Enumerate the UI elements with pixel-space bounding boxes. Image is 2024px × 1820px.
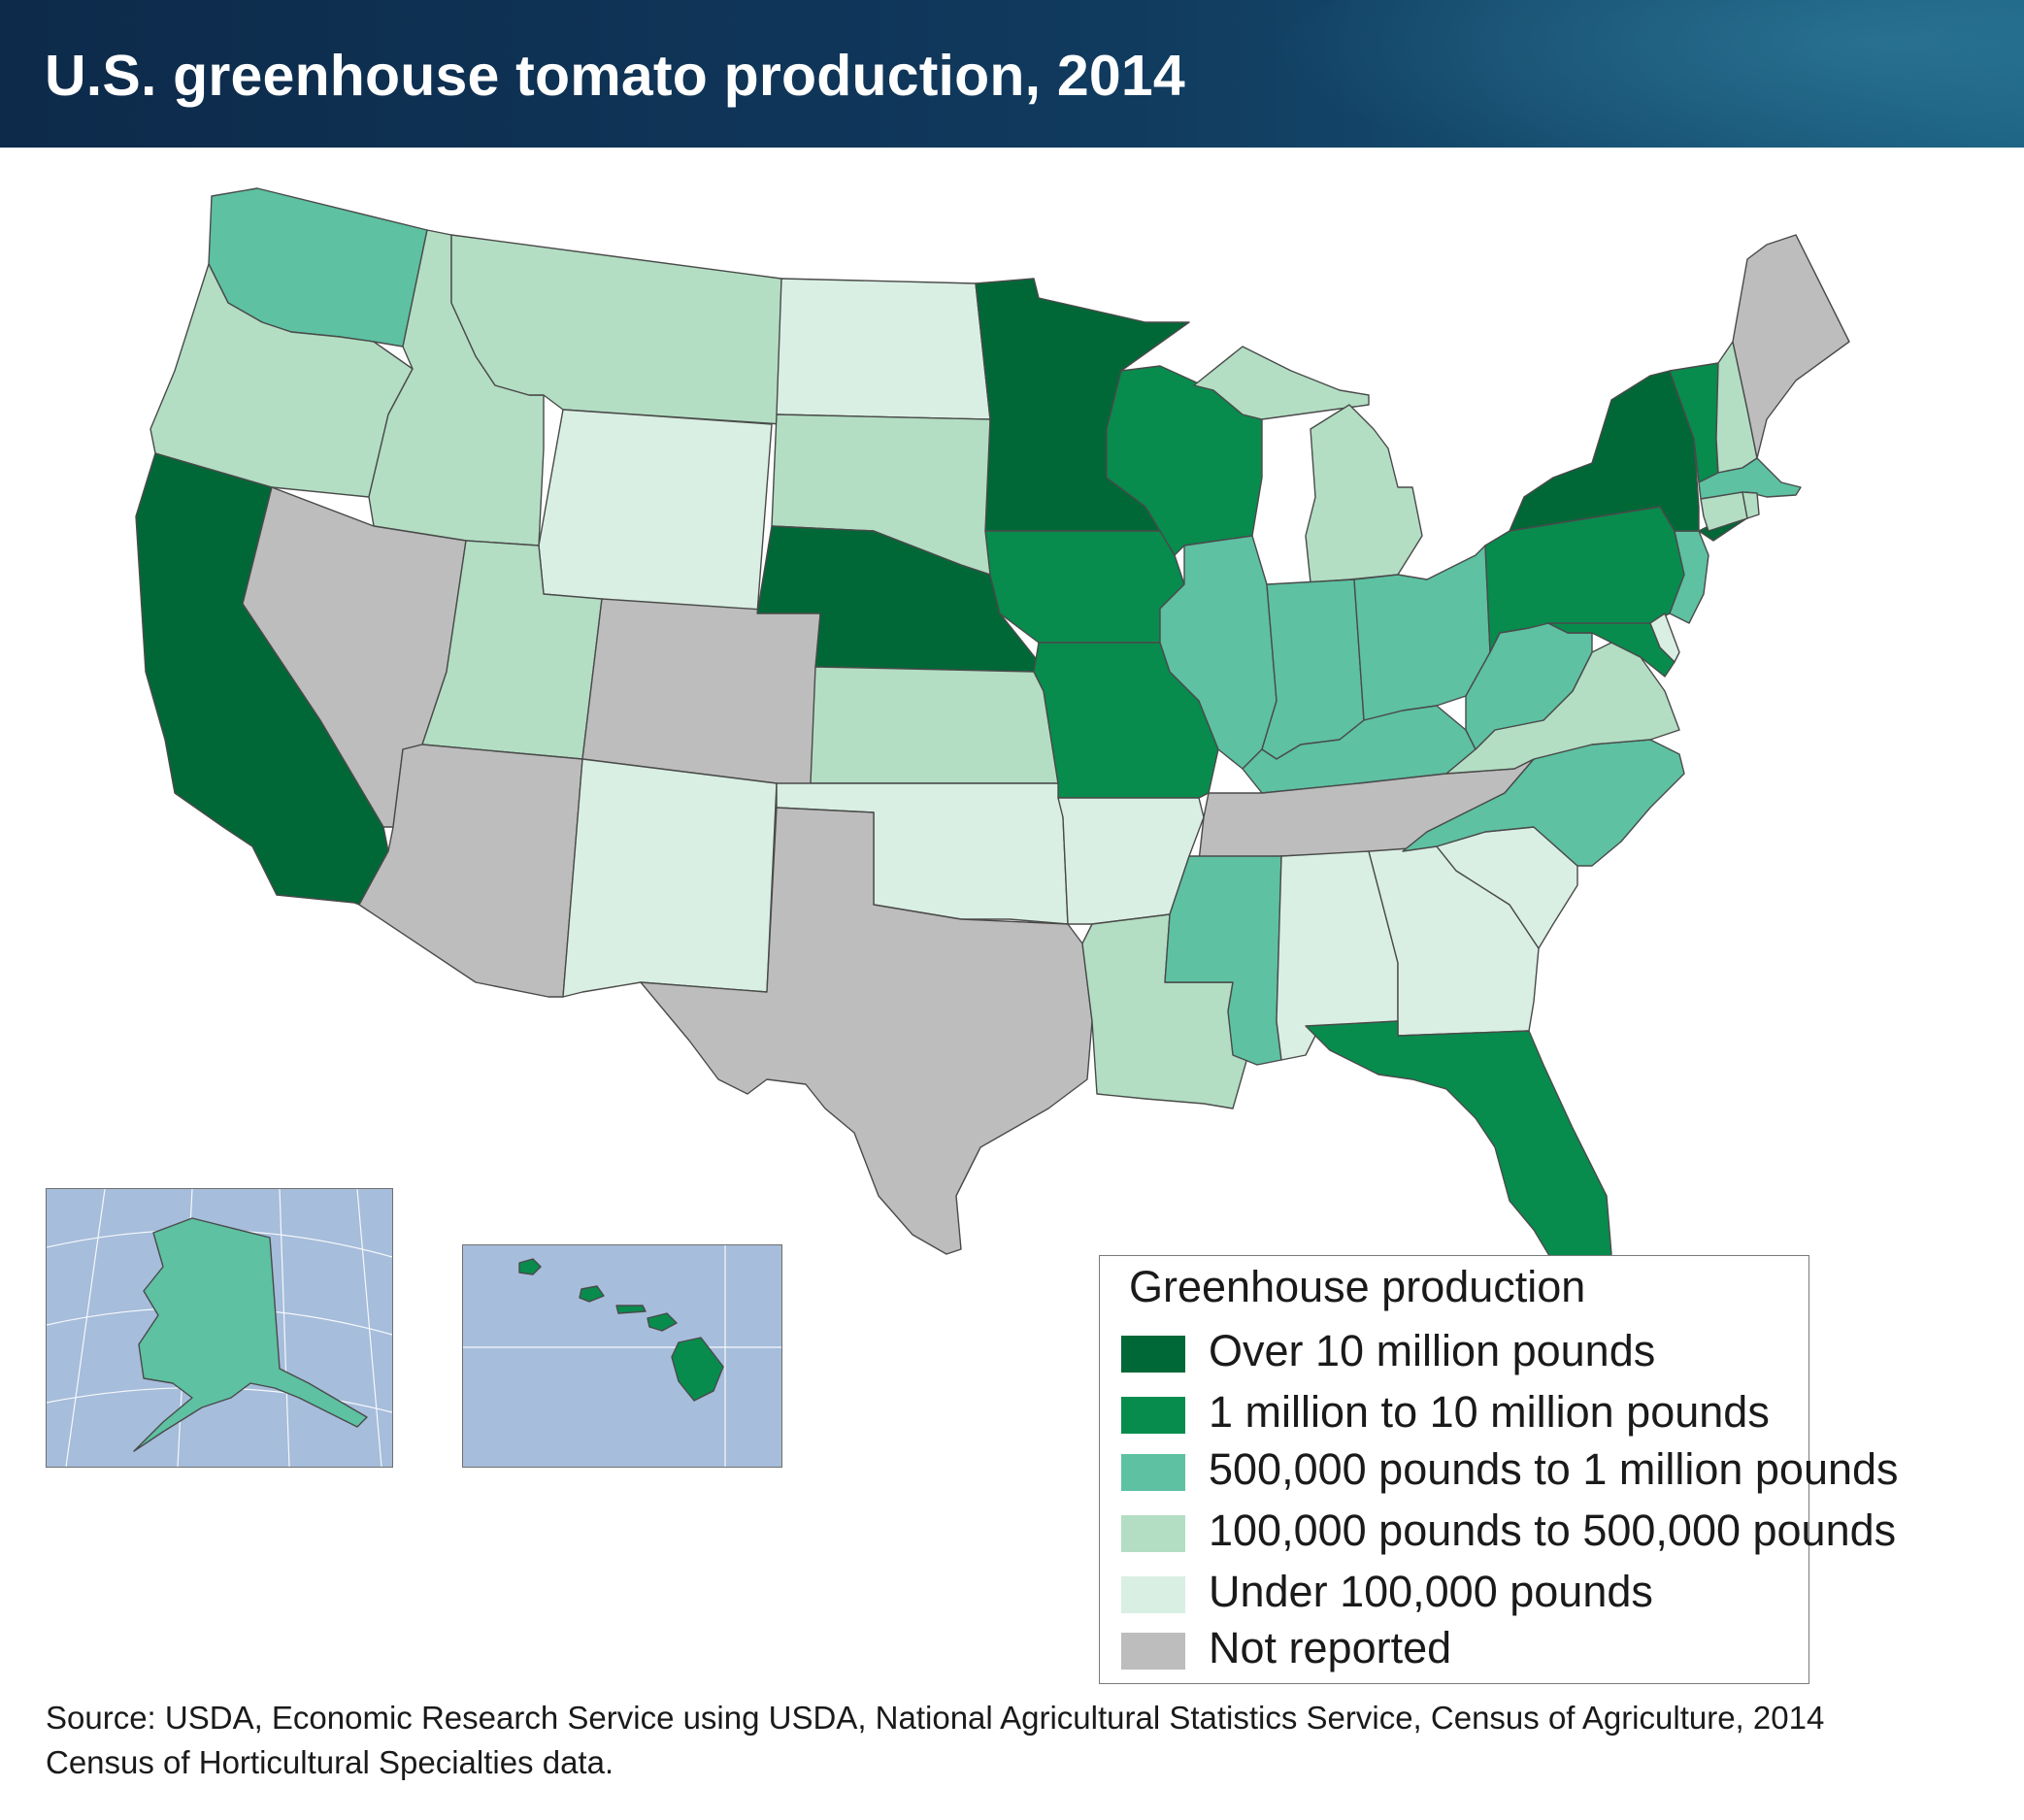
graticule [463, 1245, 781, 1467]
state-rhode-island[interactable] [1742, 491, 1760, 519]
state-florida[interactable] [1305, 1020, 1612, 1289]
state-michigan-upper[interactable] [1193, 346, 1370, 420]
state-colorado[interactable] [581, 598, 821, 789]
state-new-mexico[interactable] [562, 758, 778, 998]
hawaii-map [463, 1245, 781, 1467]
legend-label: Under 100,000 pounds [1209, 1567, 1653, 1616]
legend-swatch [1121, 1515, 1185, 1552]
legend-swatch [1121, 1336, 1185, 1373]
hawaii-inset [462, 1244, 782, 1468]
us-map [135, 187, 1850, 1289]
legend-label: 100,000 pounds to 500,000 pounds [1209, 1506, 1897, 1555]
state-delaware[interactable] [1649, 612, 1680, 663]
map-area [0, 148, 2024, 1671]
state-wyoming[interactable] [538, 409, 773, 614]
legend-label: Not reported [1209, 1623, 1452, 1672]
state-connecticut[interactable] [1700, 491, 1748, 532]
state-new-jersey[interactable] [1669, 530, 1709, 624]
legend-swatch [1121, 1576, 1185, 1613]
alaska-map [46, 1188, 393, 1468]
legend-swatch [1121, 1633, 1185, 1670]
legend-swatch [1121, 1397, 1185, 1434]
legend-title: Greenhouse production [1129, 1262, 1586, 1311]
alaska-inset [46, 1188, 393, 1468]
legend: Greenhouse production Over 10 million po… [1099, 1255, 1899, 1684]
state-kansas[interactable] [810, 666, 1059, 784]
state-hawaii-maui[interactable] [647, 1312, 678, 1332]
state-hawaii-molokai[interactable] [615, 1305, 647, 1314]
state-new-york[interactable] [1509, 370, 1700, 532]
state-michigan-lower[interactable] [1305, 404, 1423, 583]
state-hawaii-oahu[interactable] [579, 1285, 605, 1303]
state-maine[interactable] [1732, 234, 1850, 459]
title-bar: U.S. greenhouse tomato production, 2014 [0, 0, 2024, 148]
source-note: Source: USDA, Economic Research Service … [46, 1700, 1825, 1780]
state-alaska[interactable] [133, 1217, 368, 1452]
state-hawaii-kauai[interactable] [518, 1258, 542, 1275]
state-hawaii-big-island[interactable] [671, 1337, 724, 1402]
state-north-dakota[interactable] [776, 278, 991, 420]
legend-label: 1 million to 10 million pounds [1209, 1387, 1770, 1437]
page-title: U.S. greenhouse tomato production, 2014 [45, 44, 1185, 108]
legend-label: Over 10 million pounds [1209, 1326, 1656, 1375]
state-north-carolina[interactable] [1402, 739, 1685, 867]
legend-swatch [1121, 1454, 1185, 1491]
state-iowa[interactable] [984, 530, 1185, 644]
title-bar-decoration [1267, 0, 2024, 148]
legend-label: 500,000 pounds to 1 million pounds [1209, 1444, 1899, 1494]
